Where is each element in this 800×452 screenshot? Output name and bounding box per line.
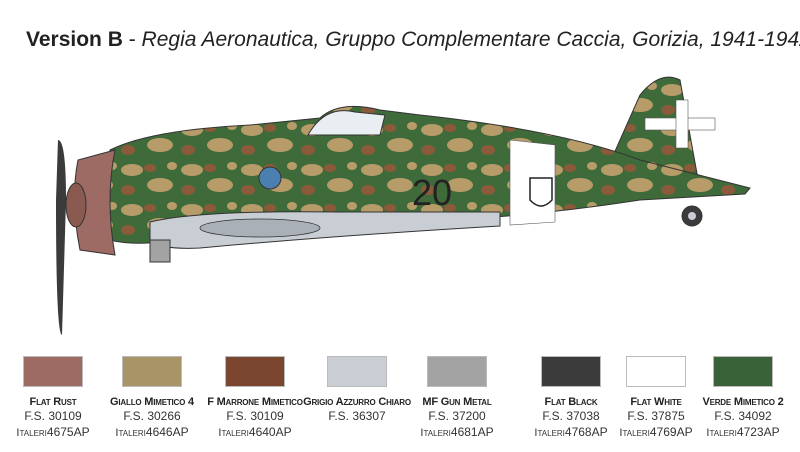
swatch-fs-code: F.S. 36307 — [328, 409, 386, 423]
color-swatch: Flat Rust F.S. 30109 Italeri4675AP — [0, 356, 113, 441]
color-swatch: Verde Mimetico 2 F.S. 34092 Italeri4723A… — [683, 356, 800, 441]
swatch-color-box — [122, 356, 182, 387]
color-swatch: Flat Black F.S. 37038 Italeri4768AP — [511, 356, 631, 441]
swatch-italeri-code: Italeri4640AP — [195, 424, 315, 441]
swatch-fs-code: F.S. 30109 — [226, 409, 284, 423]
swatch-code: 4681AP — [450, 425, 494, 439]
swatch-name: Flat White — [630, 396, 682, 408]
swatch-color-box — [541, 356, 601, 387]
swatch-name: MF Gun Metal — [422, 396, 492, 408]
color-swatch: Grigio Azzurro Chiaro F.S. 36307 — [297, 356, 417, 424]
swatch-name: Flat Rust — [29, 396, 77, 408]
propeller — [56, 140, 66, 335]
swatch-name: Verde Mimetico 2 — [702, 396, 784, 408]
swatch-code: 4768AP — [564, 425, 608, 439]
swatch-code: 4640AP — [248, 425, 292, 439]
spinner — [65, 182, 87, 228]
swatch-brand: Italeri — [706, 427, 737, 439]
swatch-code: 4675AP — [46, 425, 90, 439]
swatch-fs-code: F.S. 37038 — [542, 409, 600, 423]
version-description: Regia Aeronautica, Gruppo Complementare … — [141, 28, 800, 51]
main-gear — [149, 239, 171, 263]
color-swatch: Flat White F.S. 37875 Italeri4769AP — [596, 356, 716, 441]
swatch-italeri-code: Italeri4723AP — [683, 424, 800, 441]
aircraft-code: 20 — [412, 172, 452, 213]
page-title: Version B - Regia Aeronautica, Gruppo Co… — [26, 28, 800, 52]
color-swatch: F Marrone Mimetico F.S. 30109 Italeri464… — [195, 356, 315, 441]
swatch-name: Giallo Mimetico 4 — [110, 396, 194, 408]
swatch-code: 4723AP — [736, 425, 780, 439]
swatch-code: 4646AP — [145, 425, 189, 439]
swatch-fs-code: F.S. 37875 — [627, 409, 685, 423]
aircraft-side-profile: 20 — [56, 76, 751, 335]
swatch-brand: Italeri — [16, 427, 47, 439]
swatch-italeri-code: Italeri4681AP — [397, 424, 517, 441]
swatch-name: F Marrone Mimetico — [207, 396, 303, 408]
swatch-fs-code: F.S. 30109 — [24, 409, 82, 423]
swatch-fs-code: F.S. 30266 — [123, 409, 181, 423]
swatch-fs-code: F.S. 34092 — [714, 409, 772, 423]
color-swatch: Giallo Mimetico 4 F.S. 30266 Italeri4646… — [92, 356, 212, 441]
swatch-color-box — [626, 356, 686, 387]
fuselage-roundel — [258, 166, 282, 190]
swatch-italeri-code: Italeri4768AP — [511, 424, 631, 441]
swatch-color-box — [225, 356, 285, 387]
color-swatch: MF Gun Metal F.S. 37200 Italeri4681AP — [397, 356, 517, 441]
radiator — [199, 218, 321, 238]
unit-emblem — [529, 177, 553, 207]
swatch-fs-code: F.S. 37200 — [428, 409, 486, 423]
swatch-name: Flat Black — [544, 396, 598, 408]
swatch-brand: Italeri — [534, 427, 565, 439]
swatch-color-box — [713, 356, 773, 387]
swatch-color-box — [327, 356, 387, 387]
swatch-brand: Italeri — [218, 427, 249, 439]
swatch-code: 4769AP — [649, 425, 693, 439]
swatch-name: Grigio Azzurro Chiaro — [303, 396, 411, 408]
swatch-color-box — [23, 356, 83, 387]
title-separator: - — [122, 28, 142, 51]
swatch-italeri-code: Italeri4675AP — [0, 424, 113, 441]
version-label: Version B — [26, 28, 123, 51]
swatch-brand: Italeri — [619, 427, 650, 439]
swatch-brand: Italeri — [115, 427, 146, 439]
swatch-italeri-code: Italeri4769AP — [596, 424, 716, 441]
swatch-brand: Italeri — [420, 427, 451, 439]
swatch-color-box — [427, 356, 487, 387]
swatch-italeri-code: Italeri4646AP — [92, 424, 212, 441]
canopy — [307, 110, 386, 136]
